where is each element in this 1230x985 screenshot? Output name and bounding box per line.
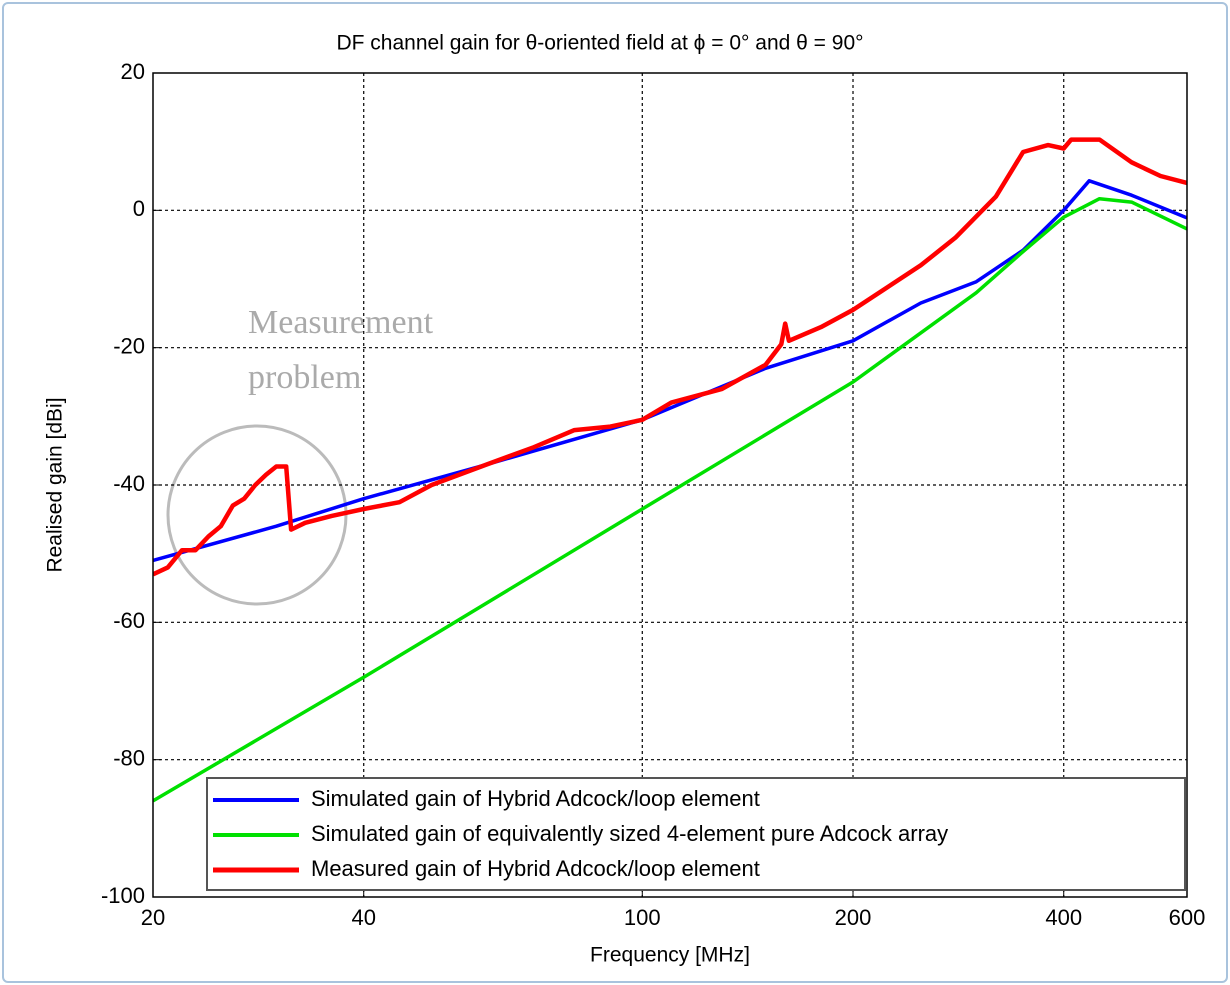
x-axis-label: Frequency [MHz] xyxy=(590,944,750,967)
chart-title: DF channel gain for θ-oriented field at … xyxy=(336,32,863,55)
legend-label: Simulated gain of equivalently sized 4-e… xyxy=(311,821,948,846)
x-tick-label: 200 xyxy=(835,905,872,930)
y-tick-label: -100 xyxy=(101,883,145,908)
y-tick-label: -60 xyxy=(113,608,145,633)
annotation-text: problem xyxy=(248,359,361,396)
series-line xyxy=(153,196,1187,803)
series-line xyxy=(153,137,1187,577)
y-tick-label: -40 xyxy=(113,471,145,496)
y-axis-label: Realised gain [dBi] xyxy=(44,397,67,572)
y-tick-label: -20 xyxy=(113,333,145,358)
annotation-text: Measurement xyxy=(248,304,434,341)
x-tick-label: 100 xyxy=(624,905,661,930)
y-tick-label: 0 xyxy=(133,196,145,221)
series-line xyxy=(153,179,1187,563)
legend-box xyxy=(206,777,1186,891)
x-tick-label: 20 xyxy=(141,905,165,930)
legend-label: Measured gain of Hybrid Adcock/loop elem… xyxy=(311,856,760,881)
x-tick-label: 40 xyxy=(351,905,375,930)
x-tick-label: 600 xyxy=(1169,905,1206,930)
legend-label: Simulated gain of Hybrid Adcock/loop ele… xyxy=(311,786,760,811)
annotation-circle xyxy=(166,424,348,606)
y-tick-label: 20 xyxy=(121,59,145,84)
grid xyxy=(153,73,1187,897)
x-tick-label: 400 xyxy=(1045,905,1082,930)
plot-frame xyxy=(152,72,1188,898)
y-tick-label: -80 xyxy=(113,745,145,770)
